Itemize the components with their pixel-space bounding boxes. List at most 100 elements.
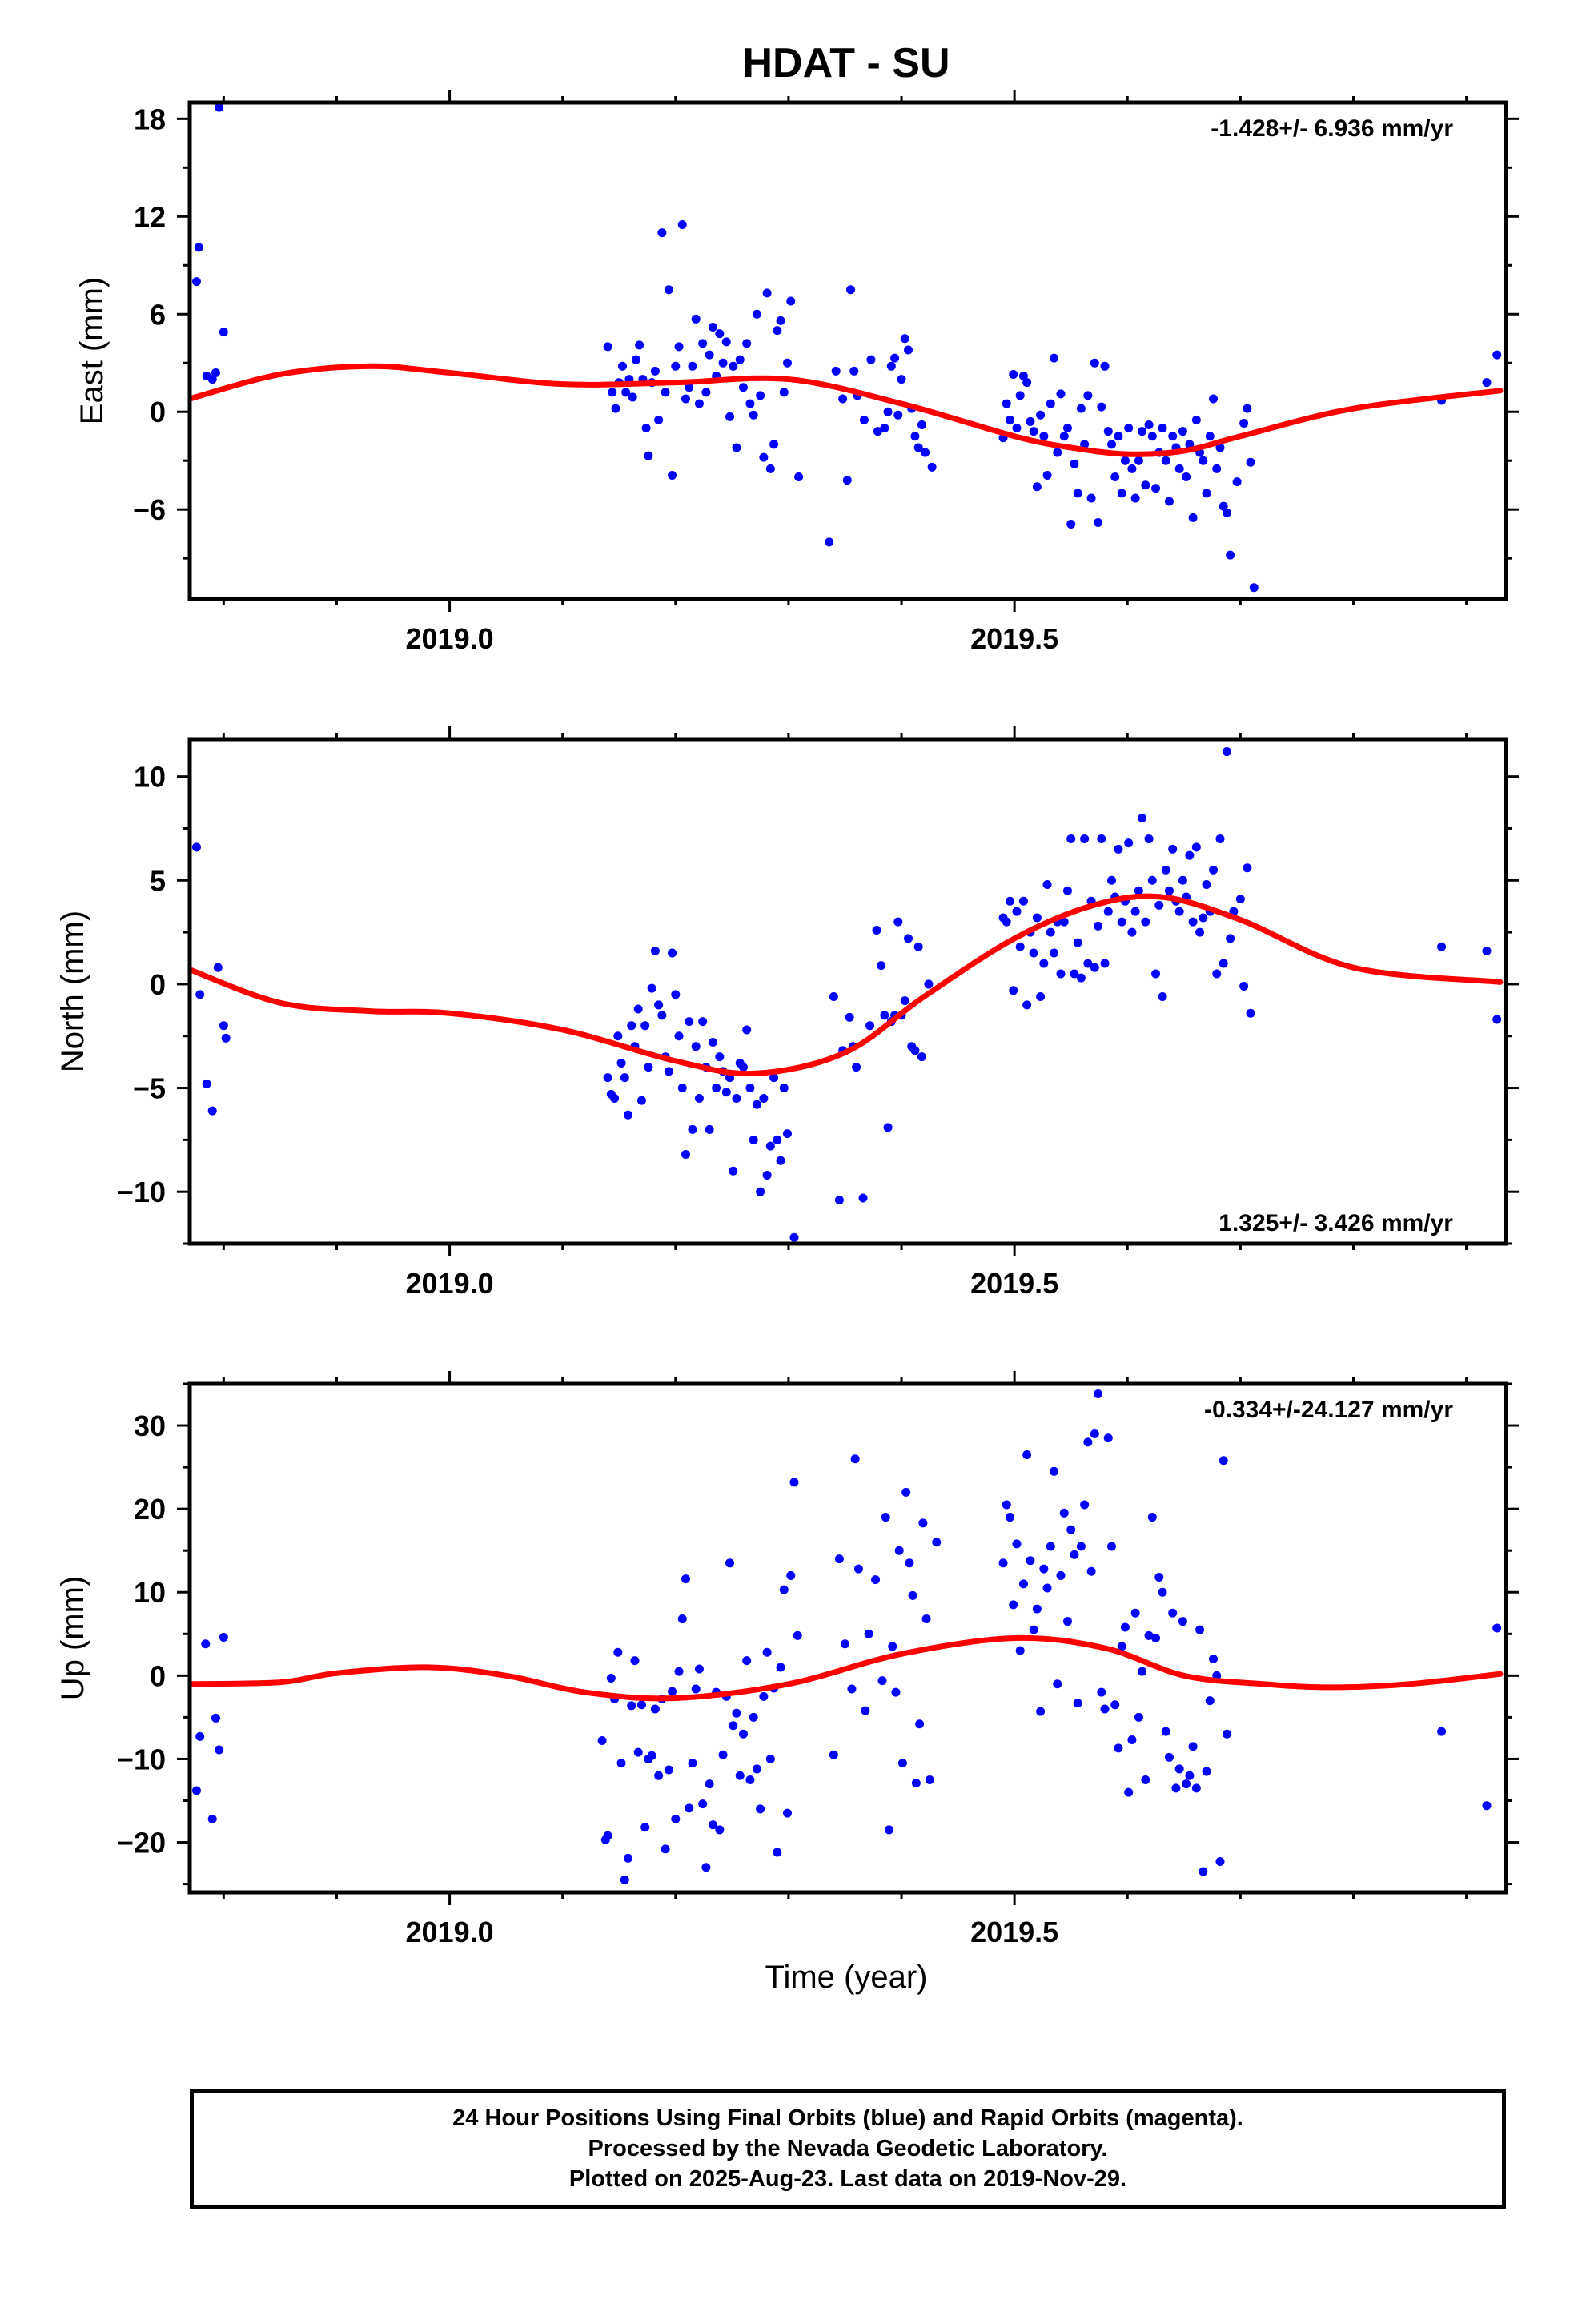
north-point <box>1164 886 1174 895</box>
east-point <box>732 443 741 452</box>
east-point <box>1094 517 1103 527</box>
up-point <box>908 1590 917 1600</box>
up-point <box>776 1663 785 1672</box>
up-point <box>1036 1707 1046 1716</box>
east-point <box>759 452 769 462</box>
north-point <box>1144 834 1154 843</box>
east-point <box>194 243 203 252</box>
east-point <box>913 443 923 452</box>
north-point <box>1022 1000 1032 1010</box>
up-point <box>1103 1433 1113 1443</box>
east-point <box>842 476 852 485</box>
up-point <box>705 1779 714 1789</box>
east-point <box>677 219 687 229</box>
up-point <box>688 1759 697 1768</box>
north-point <box>1076 973 1086 983</box>
up-point <box>1097 1687 1106 1697</box>
north-point <box>1147 875 1157 885</box>
east-y-tick-label: 18 <box>134 103 166 135</box>
north-point <box>616 1058 626 1068</box>
north-point <box>1009 986 1018 995</box>
east-point <box>745 399 755 408</box>
east-point <box>1110 472 1120 482</box>
east-point <box>838 394 848 404</box>
north-y-tick-label: 0 <box>150 968 166 1001</box>
up-point <box>779 1585 789 1594</box>
east-point <box>825 537 834 547</box>
up-point <box>195 1731 205 1741</box>
east-point <box>1124 424 1134 433</box>
up-point <box>1191 1783 1201 1793</box>
north-point <box>202 1079 211 1088</box>
up-model-line <box>190 1634 1504 1702</box>
up-point <box>1029 1625 1038 1634</box>
up-point <box>1107 1542 1117 1551</box>
north-point <box>858 1193 868 1203</box>
east-point <box>664 285 673 295</box>
east-point <box>1246 457 1255 467</box>
north-point <box>1243 863 1252 873</box>
north-point <box>1226 934 1235 943</box>
east-point <box>1127 464 1137 473</box>
north-point <box>1117 917 1126 927</box>
north-plot-frame <box>187 737 1508 1246</box>
up-point <box>211 1713 220 1723</box>
east-point <box>694 399 704 408</box>
east-point <box>786 296 796 306</box>
up-point <box>1039 1564 1049 1574</box>
up-point <box>606 1673 616 1683</box>
north-point <box>865 1021 875 1031</box>
east-point <box>1239 418 1249 428</box>
north-point <box>688 1124 697 1134</box>
east-point <box>1482 378 1492 388</box>
north-point <box>1185 850 1195 860</box>
east-point <box>1107 440 1117 449</box>
east-point <box>1174 464 1184 473</box>
up-point <box>1009 1600 1018 1610</box>
north-point <box>1039 959 1049 968</box>
up-point <box>861 1706 870 1715</box>
north-y-axis-label: North (mm) <box>55 911 90 1072</box>
up-point <box>636 1700 646 1710</box>
up-point <box>829 1750 838 1759</box>
north-point <box>779 1084 789 1093</box>
east-rate-label: -1.428+/- 6.936 mm/yr <box>1211 115 1453 142</box>
north-point <box>749 1135 758 1144</box>
north-point <box>776 1156 785 1165</box>
up-point <box>191 1786 201 1795</box>
up-point <box>1437 1727 1447 1736</box>
up-point <box>1144 1630 1154 1640</box>
up-point <box>725 1558 735 1568</box>
east-point <box>1178 427 1187 436</box>
north-point <box>647 983 656 993</box>
up-y-tick-label: −20 <box>117 1827 166 1860</box>
east-point <box>880 424 889 433</box>
east-point <box>1022 378 1032 388</box>
up-point <box>877 1676 887 1686</box>
north-point <box>1195 927 1205 937</box>
up-point <box>1151 1634 1161 1642</box>
north-point <box>1097 834 1106 843</box>
north-point <box>1154 900 1164 910</box>
east-point <box>1066 519 1076 529</box>
east-point <box>1073 489 1082 498</box>
up-point <box>718 1750 728 1759</box>
north-point <box>1158 991 1167 1001</box>
up-point <box>1138 1667 1147 1676</box>
east-point <box>1076 404 1086 413</box>
page-title: HDAT - SU <box>742 40 950 86</box>
north-point <box>872 926 881 935</box>
north-point <box>1437 942 1447 951</box>
east-point <box>191 277 201 287</box>
up-point <box>850 1454 860 1464</box>
east-point <box>219 328 228 337</box>
up-point <box>932 1538 942 1547</box>
north-rate-label: 1.325+/- 3.426 mm/yr <box>1219 1210 1453 1236</box>
up-point <box>1090 1429 1099 1438</box>
north-point <box>773 1135 782 1144</box>
north-point <box>1094 921 1103 931</box>
up-point <box>888 1642 897 1651</box>
east-x-tick-label: 2019.0 <box>406 622 494 655</box>
up-point <box>1053 1679 1062 1689</box>
